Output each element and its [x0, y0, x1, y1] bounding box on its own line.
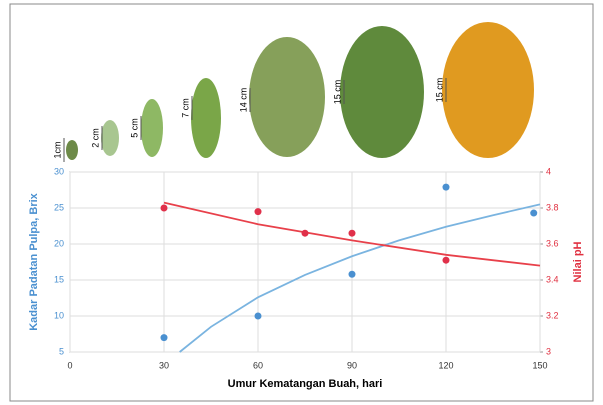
- y2-axis-label: Nilai pH: [572, 241, 584, 282]
- size-label: 7 cm: [180, 98, 190, 118]
- data-point: [161, 205, 168, 212]
- y2-tick-label: 3: [546, 346, 551, 356]
- y2-tick-label: 4: [546, 166, 551, 176]
- y-axis-label: Kadar Padatan Pulpa, Brix: [28, 192, 40, 330]
- data-point: [349, 230, 356, 237]
- y-tick-label: 15: [54, 274, 64, 284]
- y-tick-label: 10: [54, 310, 64, 320]
- x-tick-label: 90: [347, 360, 357, 370]
- x-tick-label: 60: [253, 360, 263, 370]
- y-tick-label: 30: [54, 166, 64, 176]
- data-point: [443, 257, 450, 264]
- data-point: [161, 334, 168, 341]
- size-label: 15 cm: [332, 80, 342, 105]
- figure: Umur Kematangan Buah, hari Kadar Padatan…: [0, 0, 603, 405]
- data-point: [302, 230, 309, 237]
- data-point: [255, 313, 262, 320]
- y-tick-label: 20: [54, 238, 64, 248]
- y2-tick-label: 3.6: [546, 238, 559, 248]
- data-point: [349, 271, 356, 278]
- x-tick-label: 30: [159, 360, 169, 370]
- data-point: [443, 184, 450, 191]
- x-tick-label: 120: [438, 360, 453, 370]
- size-label: 15 cm: [434, 78, 444, 103]
- y-tick-label: 5: [59, 346, 64, 356]
- size-label: 14 cm: [238, 88, 248, 113]
- size-label: 1cm: [52, 141, 62, 158]
- size-label: 5 cm: [129, 118, 139, 138]
- x-tick-label: 0: [67, 360, 72, 370]
- size-label: 2 cm: [90, 128, 100, 148]
- y2-tick-label: 3.4: [546, 274, 559, 284]
- y2-tick-label: 3.2: [546, 310, 559, 320]
- y2-tick-label: 3.8: [546, 202, 559, 212]
- x-tick-label: 150: [532, 360, 547, 370]
- x-axis-label: Umur Kematangan Buah, hari: [228, 378, 383, 390]
- data-point: [255, 208, 262, 215]
- y-tick-label: 25: [54, 202, 64, 212]
- data-point: [530, 210, 537, 217]
